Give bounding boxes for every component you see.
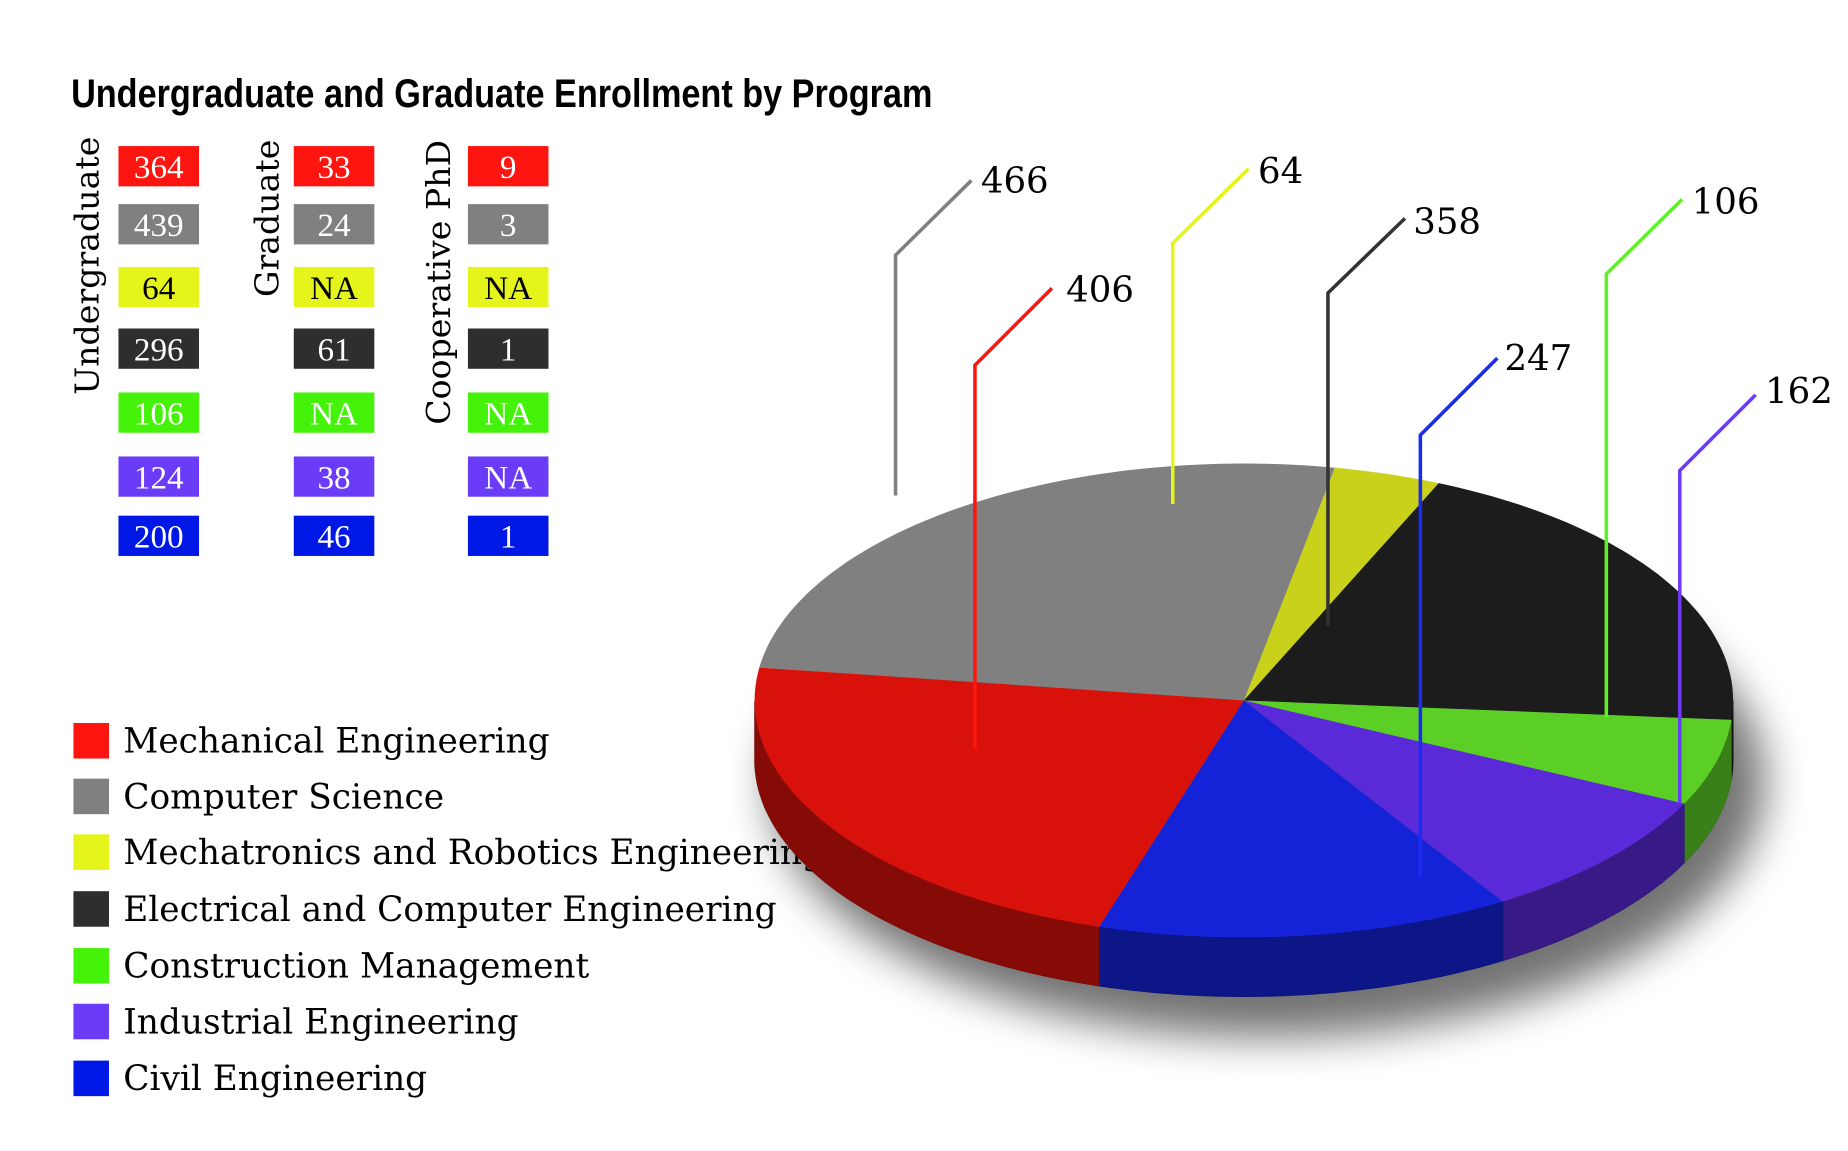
table-cell: 46 [317, 519, 350, 556]
table-cell-bg [118, 266, 200, 308]
table-cell-bg [293, 266, 375, 308]
chart-title: Undergraduate and Graduate Enrollment by… [71, 70, 932, 115]
value-label-mechatronics-and-robotics-engineering: 64 [1258, 151, 1303, 192]
pie-sides [754, 700, 1734, 997]
legend-swatch-civil-engineering [73, 1060, 109, 1097]
pie-slice-electrical-and-computer-engineering[interactable] [1243, 483, 1734, 720]
pie-slice-computer-science[interactable] [759, 463, 1335, 701]
pie-top [754, 463, 1734, 938]
legend-swatch-industrial-engineering [73, 1003, 109, 1040]
table-cell: 33 [317, 149, 350, 186]
leader-line-industrial-engineering [1678, 393, 1757, 804]
pie-slice-industrial-engineering[interactable] [1243, 700, 1685, 902]
table-cell-bg [118, 515, 200, 556]
table-cell-bg [467, 328, 549, 369]
table-cell: 296 [134, 331, 184, 368]
value-label-industrial-engineering: 162 [1765, 371, 1833, 412]
table-cell: 439 [134, 207, 184, 244]
table-cell-bg [467, 204, 549, 245]
table-cell: 38 [317, 459, 350, 496]
table-cell: 200 [134, 519, 184, 556]
pie-slice-civil-engineering[interactable] [1099, 700, 1503, 938]
legend-label-civil-engineering: Civil Engineering [123, 1059, 427, 1099]
column-header-graduate: Graduate [247, 140, 286, 297]
table-cell: 364 [134, 149, 184, 186]
table-cell: 106 [134, 395, 184, 432]
leader-line-electrical-and-computer-engineering [1326, 217, 1407, 626]
value-label-electrical-and-computer-engineering: 358 [1413, 202, 1481, 243]
table-cell-bg [467, 515, 549, 556]
leader-line-mechanical-engineering [973, 286, 1054, 750]
value-label-computer-science: 466 [981, 160, 1049, 201]
table-cell: NA [484, 270, 532, 307]
table-cell: NA [484, 395, 532, 432]
legend-swatch-electrical-and-computer-engineering [73, 891, 109, 927]
column-header-cooperative-phd: Cooperative PhD [419, 140, 458, 425]
leader-lines: 406 466 64 358 106 162 247 [893, 151, 1833, 877]
table-cell: NA [310, 270, 358, 307]
pie-slice-mechanical-engineering[interactable] [754, 667, 1244, 927]
value-label-mechanical-engineering: 406 [1066, 269, 1134, 310]
table-cell-bg [118, 146, 200, 187]
table-cell: 1 [500, 519, 517, 556]
table-cell: 24 [317, 207, 351, 244]
table-cell: NA [310, 395, 358, 432]
table-cell: 9 [500, 149, 517, 186]
column-header-undergraduate: Undergraduate [67, 137, 106, 395]
legend: Mechanical Engineering Computer Science Me… [73, 722, 824, 1099]
table-cell-bg [467, 392, 549, 433]
value-label-civil-engineering: 247 [1504, 338, 1572, 379]
table-cell-bg [118, 456, 200, 497]
table-cell-bg [293, 456, 375, 497]
legend-label-industrial-engineering: Industrial Engineering [123, 1002, 518, 1042]
legend-swatch-mechatronics-and-robotics-engineering [73, 834, 109, 870]
legend-swatch-construction-management [73, 948, 109, 984]
table-cell-bg [293, 204, 375, 245]
table-cell: 64 [142, 270, 176, 307]
legend-label-electrical-and-computer-engineering: Electrical and Computer Engineering [123, 890, 776, 930]
legend-label-construction-management: Construction Management [123, 947, 589, 987]
table-cell-bg [118, 204, 200, 245]
legend-label-computer-science: Computer Science [123, 777, 444, 817]
legend-swatch-computer-science [73, 778, 109, 815]
table-cell: 3 [500, 207, 517, 244]
table-cell-bg [293, 328, 375, 369]
leader-line-mechatronics-and-robotics-engineering [1170, 167, 1250, 504]
table-cell-bg [467, 456, 549, 497]
table-cell: NA [484, 459, 532, 496]
value-label-construction-management: 106 [1692, 182, 1760, 223]
table-cell-bg [293, 146, 375, 187]
leader-line-construction-management [1604, 198, 1684, 718]
table-cell-bg [118, 328, 200, 369]
legend-swatch-mechanical-engineering [73, 722, 109, 759]
table-cell-bg [293, 515, 375, 556]
table-cell: 61 [317, 331, 350, 368]
table-cell-bg [467, 266, 549, 308]
pie-slice-mechatronics-and-robotics-engineering[interactable] [1243, 467, 1439, 701]
pie-slice-construction-management[interactable] [1243, 700, 1732, 804]
table-cell: 124 [134, 459, 184, 496]
table-cell-bg [293, 392, 375, 433]
table-cell-bg [467, 146, 549, 187]
leader-line-civil-engineering [1418, 356, 1499, 877]
legend-label-mechanical-engineering: Mechanical Engineering [123, 722, 549, 762]
table-cell-bg [118, 392, 200, 433]
legend-label-mechatronics-and-robotics-engineering: Mechatronics and Robotics Engineering [123, 833, 824, 873]
leader-line-computer-science [893, 179, 973, 496]
table-cell: 1 [500, 331, 517, 368]
